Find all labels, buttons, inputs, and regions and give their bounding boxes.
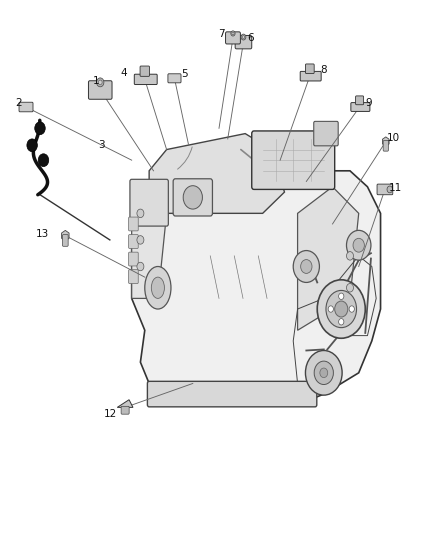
Text: 5: 5 bbox=[181, 69, 187, 79]
Circle shape bbox=[346, 284, 353, 292]
FancyBboxPatch shape bbox=[140, 66, 149, 76]
Circle shape bbox=[335, 301, 348, 317]
Circle shape bbox=[317, 280, 365, 338]
Circle shape bbox=[96, 78, 104, 87]
Circle shape bbox=[346, 252, 353, 260]
Polygon shape bbox=[117, 400, 133, 407]
Polygon shape bbox=[132, 171, 381, 405]
FancyBboxPatch shape bbox=[252, 131, 335, 189]
Text: 6: 6 bbox=[247, 33, 254, 43]
Polygon shape bbox=[62, 230, 69, 241]
FancyBboxPatch shape bbox=[235, 36, 252, 49]
Circle shape bbox=[346, 230, 371, 260]
FancyBboxPatch shape bbox=[129, 252, 138, 266]
FancyBboxPatch shape bbox=[129, 270, 138, 284]
FancyBboxPatch shape bbox=[19, 102, 33, 112]
FancyBboxPatch shape bbox=[383, 141, 389, 151]
Circle shape bbox=[339, 319, 344, 325]
Polygon shape bbox=[132, 203, 166, 298]
Text: 13: 13 bbox=[35, 229, 49, 239]
Circle shape bbox=[35, 122, 45, 135]
Circle shape bbox=[137, 209, 144, 217]
Circle shape bbox=[353, 238, 364, 252]
FancyBboxPatch shape bbox=[121, 406, 129, 414]
FancyBboxPatch shape bbox=[173, 179, 212, 216]
Polygon shape bbox=[297, 187, 359, 330]
Circle shape bbox=[328, 306, 333, 312]
Polygon shape bbox=[382, 137, 389, 146]
Ellipse shape bbox=[151, 277, 164, 298]
FancyBboxPatch shape bbox=[88, 81, 112, 99]
Circle shape bbox=[320, 368, 328, 377]
FancyBboxPatch shape bbox=[168, 74, 181, 83]
Text: 8: 8 bbox=[321, 65, 327, 75]
Circle shape bbox=[99, 80, 102, 85]
Text: 7: 7 bbox=[218, 29, 225, 39]
Text: 1: 1 bbox=[92, 77, 99, 86]
Circle shape bbox=[387, 186, 392, 193]
Text: 10: 10 bbox=[387, 133, 400, 143]
Text: 11: 11 bbox=[389, 183, 403, 193]
FancyBboxPatch shape bbox=[305, 64, 314, 74]
FancyBboxPatch shape bbox=[226, 32, 240, 44]
FancyBboxPatch shape bbox=[314, 122, 338, 146]
Circle shape bbox=[38, 154, 49, 166]
Circle shape bbox=[314, 361, 333, 384]
Circle shape bbox=[241, 34, 246, 40]
FancyBboxPatch shape bbox=[148, 381, 317, 407]
FancyBboxPatch shape bbox=[129, 235, 138, 248]
FancyBboxPatch shape bbox=[300, 71, 321, 81]
Circle shape bbox=[293, 251, 319, 282]
Circle shape bbox=[27, 139, 37, 152]
FancyBboxPatch shape bbox=[356, 96, 364, 104]
FancyBboxPatch shape bbox=[134, 74, 157, 85]
FancyBboxPatch shape bbox=[129, 217, 138, 231]
Text: 3: 3 bbox=[98, 140, 104, 150]
Polygon shape bbox=[149, 134, 285, 213]
Circle shape bbox=[231, 31, 235, 36]
Circle shape bbox=[183, 185, 202, 209]
Circle shape bbox=[300, 260, 312, 273]
Text: 9: 9 bbox=[365, 98, 371, 108]
FancyBboxPatch shape bbox=[377, 184, 393, 195]
Circle shape bbox=[349, 306, 354, 312]
Circle shape bbox=[137, 236, 144, 244]
Text: 2: 2 bbox=[15, 98, 21, 108]
Text: 12: 12 bbox=[104, 409, 117, 419]
FancyBboxPatch shape bbox=[351, 103, 370, 111]
FancyBboxPatch shape bbox=[63, 235, 68, 246]
Circle shape bbox=[242, 36, 245, 38]
Circle shape bbox=[137, 262, 144, 271]
Circle shape bbox=[305, 351, 342, 395]
Circle shape bbox=[232, 32, 234, 35]
Circle shape bbox=[339, 293, 344, 300]
Text: 4: 4 bbox=[120, 68, 127, 78]
Circle shape bbox=[326, 290, 357, 328]
FancyBboxPatch shape bbox=[130, 179, 168, 226]
Ellipse shape bbox=[145, 266, 171, 309]
